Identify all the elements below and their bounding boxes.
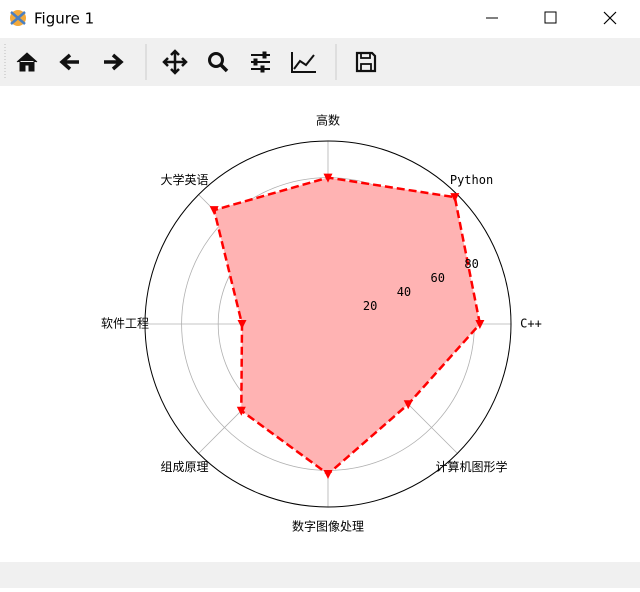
edit-axis-button[interactable] — [291, 52, 316, 73]
r-tick-label: 60 — [431, 271, 445, 285]
marker — [450, 193, 460, 203]
save-button[interactable] — [355, 51, 377, 73]
back-button[interactable] — [59, 53, 79, 71]
marker — [323, 470, 333, 480]
toolbar — [0, 38, 640, 86]
r-tick-label: 80 — [464, 257, 478, 271]
category-label: 高数 — [316, 113, 340, 128]
category-label: C++ — [520, 317, 542, 331]
category-label: Python — [450, 173, 493, 187]
category-label: 数字图像处理 — [292, 519, 364, 534]
category-label: 大学英语 — [160, 172, 208, 187]
polar-frame — [144, 140, 512, 508]
marker — [237, 320, 247, 329]
category-label: 计算机图形学 — [436, 459, 508, 474]
marker — [236, 406, 246, 416]
marker — [475, 320, 485, 329]
window-title: Figure 1 — [34, 10, 94, 28]
app-icon — [10, 10, 26, 26]
status-bar — [0, 562, 640, 588]
forward-button[interactable] — [104, 53, 124, 71]
maximize-button[interactable] — [544, 11, 557, 24]
marker — [323, 173, 333, 183]
home-button[interactable] — [16, 52, 38, 72]
title-bar — [0, 0, 640, 38]
r-tick-label: 40 — [397, 285, 411, 299]
configure-button[interactable] — [251, 51, 270, 73]
r-tick-label: 20 — [363, 299, 377, 313]
marker — [403, 400, 413, 410]
close-button[interactable] — [603, 11, 617, 25]
category-label: 组成原理 — [160, 460, 208, 474]
zoom-button[interactable] — [208, 52, 229, 73]
category-label: 软件工程 — [101, 316, 149, 331]
marker — [209, 206, 219, 216]
pan-button[interactable] — [162, 49, 188, 75]
area — [214, 177, 480, 475]
